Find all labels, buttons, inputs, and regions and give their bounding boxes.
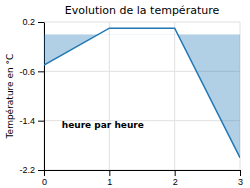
tick-label: 0 [42,177,47,187]
negative-area [44,34,240,157]
tick-mark [38,71,44,72]
tick-mark [38,170,44,171]
tick-mark [44,170,45,176]
tick: 1 [107,170,112,187]
grid-line-x [174,22,175,170]
grid-line-x [109,22,110,170]
grid [44,22,240,170]
tick-mark [109,170,110,176]
tick: 0 [42,170,47,187]
tick: 0.2 [22,17,44,27]
tick-label: 0.2 [22,17,35,27]
tick: -0.6 [19,67,44,77]
tick-label: -2.2 [19,165,35,175]
plot: 0 1 2 3 0.2 -0.6 -1.4 -2.2 heure par heure [19,17,243,187]
marks [44,28,240,158]
negative-area-group [44,34,240,157]
tick: 3 [238,170,243,187]
y-axis-title: Température en °C [5,54,15,140]
tick-mark [38,22,44,23]
tick-label: 2 [173,177,178,187]
tick-label: 1 [107,177,112,187]
line [44,28,240,158]
y-axis: 0.2 -0.6 -1.4 -2.2 [19,17,44,175]
grid-line-y [44,22,240,23]
tick-mark [38,121,44,122]
tick-label: -0.6 [19,67,35,77]
tick: -2.2 [19,165,44,175]
chart: 0 1 2 3 0.2 -0.6 -1.4 -2.2 heure par heure Evolut… [0,0,250,188]
tick-mark [175,170,176,176]
x-label-annotation: heure par heure [62,120,144,130]
tick-mark [240,170,241,176]
x-axis: 0 1 2 3 [42,170,243,187]
tick-label: -1.4 [19,116,35,126]
tick: 2 [173,170,178,187]
grid-line-y [44,170,240,171]
title: Evolution de la température [65,4,220,17]
tick-label: 3 [238,177,243,187]
axis-line [45,170,241,171]
tick: -1.4 [19,116,44,126]
